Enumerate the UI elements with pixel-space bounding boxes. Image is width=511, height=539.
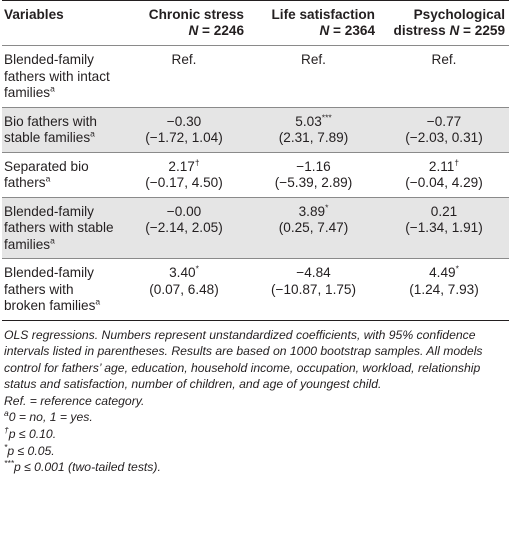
header-chronic-stress: Chronic stress N = 2246 (120, 0, 248, 46)
table-cell: Ref. (379, 45, 509, 108)
header-life-satisfaction: Life satisfaction N = 2364 (248, 0, 379, 46)
row-label: Blended-family fathers with stable famil… (2, 197, 120, 259)
footnote: *p ≤ 0.05. (4, 441, 55, 458)
row-label: Blended-family fathers with intact famil… (2, 45, 120, 108)
header-title: Life satisfaction (271, 7, 376, 22)
table-cell: 3.89* (0.25, 7.47) (248, 197, 379, 259)
footnote: a0 = no, 1 = yes. (4, 408, 93, 425)
notes-ref: Ref. = reference category. (4, 393, 145, 408)
footnote: †p ≤ 0.10. (4, 425, 57, 442)
row-label: Blended-family fathers with broken famil… (2, 258, 120, 321)
table-cell: −1.16 (−5.39, 2.89) (248, 152, 379, 198)
table-cell: −0.77 (−2.03, 0.31) (379, 107, 509, 153)
table-cell: 4.49* (1.24, 7.93) (379, 258, 509, 321)
header-variables: Variables (2, 0, 120, 46)
table-row: Bio fathers with stable familiesa −0.30(… (2, 107, 509, 153)
table-cell: −4.84 (−10.87, 1.75) (248, 258, 379, 321)
footnote: ***p ≤ 0.001 (two-tailed tests). (4, 458, 161, 475)
header-row: Variables Chronic stress N = 2246 Life s… (2, 0, 509, 46)
header-psychological-distress: Psychological distress N = 2259 (379, 0, 509, 46)
table-notes: OLS regressions. Numbers represent unsta… (2, 321, 509, 476)
table-cell: 3.40* (0.07, 6.48) (120, 258, 248, 321)
table-row: Blended-family fathers with broken famil… (2, 258, 509, 321)
table-cell: Ref. (248, 45, 379, 108)
table-row: Blended-family fathers with stable famil… (2, 197, 509, 259)
notes-main: OLS regressions. Numbers represent unsta… (4, 327, 483, 392)
row-label: Separated bio fathersa (2, 152, 120, 198)
header-n: N = 2246 (188, 23, 244, 38)
table-row: Blended-family fathers with intact famil… (2, 45, 509, 108)
table-cell: −0.00 (−2.14, 2.05) (120, 197, 248, 259)
table-row: Separated bio fathersa 2.17† (−0.17, 4.50… (2, 152, 509, 198)
regression-table: Variables Chronic stress N = 2246 Life s… (2, 0, 509, 321)
table-cell: 2.11† (−0.04, 4.29) (379, 152, 509, 198)
table-cell: 5.03*** (2.31, 7.89) (248, 107, 379, 153)
table-cell: 2.17† (−0.17, 4.50) (120, 152, 248, 198)
row-label: Bio fathers with stable familiesa (2, 107, 120, 153)
table-cell: Ref. (120, 45, 248, 108)
table-cell: 0.21 (−1.34, 1.91) (379, 197, 509, 259)
header-n: N = 2364 (319, 23, 375, 38)
header-title: Psychological distress (393, 7, 505, 38)
header-title: Chronic stress (148, 7, 244, 22)
table-cell: −0.30 (−1.72, 1.04) (120, 107, 248, 153)
